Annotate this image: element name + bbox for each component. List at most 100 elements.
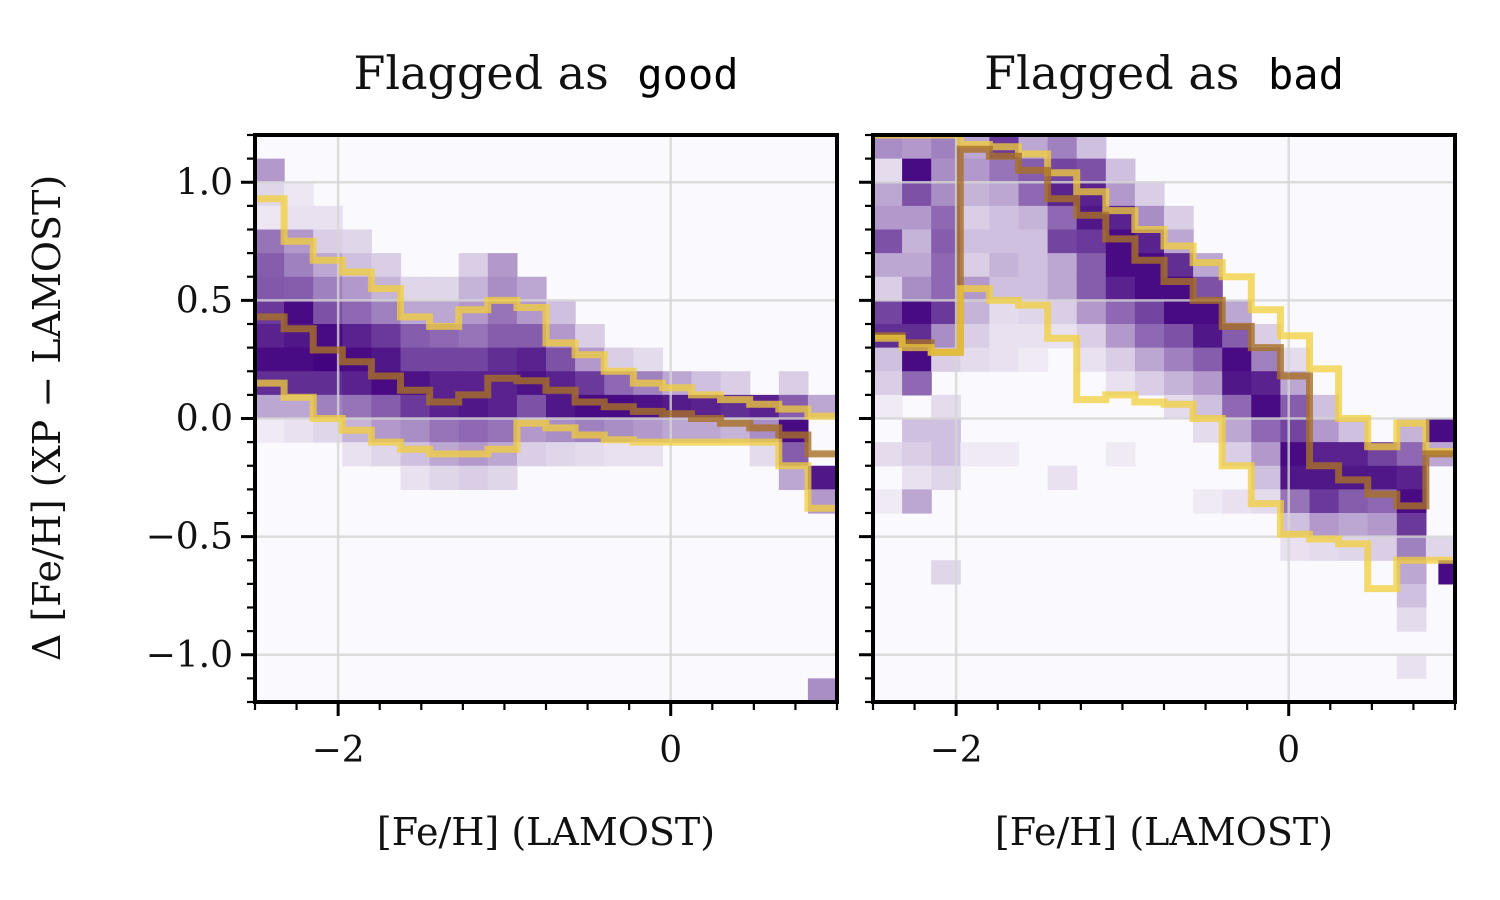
y-tick-label: −1.0 <box>146 635 233 676</box>
heatmap-cell <box>1222 418 1252 443</box>
heatmap-cell <box>516 347 547 372</box>
heatmap-cell <box>1396 465 1427 490</box>
percentile-lines <box>255 195 837 512</box>
heatmap-cell <box>516 394 547 420</box>
heatmap-cell <box>255 229 285 254</box>
heatmap-cell <box>1105 324 1136 349</box>
heatmap-cell <box>1134 371 1165 396</box>
step-line-upper <box>255 195 837 420</box>
heatmap-cell <box>873 182 903 207</box>
heatmap-cell <box>1105 276 1136 301</box>
heatmap-cell <box>429 276 460 301</box>
heatmap-cell <box>902 465 932 490</box>
y-tick-label: −0.5 <box>146 517 233 558</box>
panel-good: −2 0 1.0 0.5 0.0 −0.5 −1.0 Flagged as good [Fe… <box>146 46 839 854</box>
heatmap-cell <box>989 324 1020 349</box>
heatmap-cell <box>960 158 990 183</box>
heatmap-cell <box>458 253 489 278</box>
heatmap-cell <box>1396 442 1427 467</box>
heatmap-cell <box>1076 347 1107 372</box>
heatmap-cell <box>1105 300 1136 325</box>
y-tick-label: 1.0 <box>176 162 233 203</box>
heatmap-cell <box>1309 418 1340 443</box>
heatmap-cell <box>1164 324 1194 349</box>
heatmap-cell <box>1164 205 1194 231</box>
y-axis-label: Δ [Fe/H] (XP − LAMOST) <box>25 175 69 661</box>
heatmap-cell <box>873 276 903 301</box>
heatmap-cell <box>902 442 932 467</box>
step-line-lower <box>873 285 1455 593</box>
heatmap-cell <box>902 253 932 278</box>
heatmap-cell <box>255 158 285 183</box>
heatmap-cell <box>1438 560 1455 585</box>
heatmap-cell <box>960 347 990 372</box>
heatmap-cell <box>1076 324 1107 349</box>
heatmap-cell <box>749 442 780 467</box>
heatmap-cell <box>400 300 431 325</box>
heatmap-cell <box>1164 371 1194 396</box>
ticks <box>241 133 839 716</box>
heatmap-cell <box>458 324 489 349</box>
heatmap-cell <box>960 205 990 231</box>
heatmap-cell <box>546 394 576 420</box>
heatmap-cell <box>902 371 932 396</box>
tick-labels: −2 0 <box>930 730 1301 771</box>
panel-title: Flagged as bad <box>984 46 1344 100</box>
heatmap-cell <box>255 276 285 301</box>
y-axis-label-group: Δ [Fe/H] (XP − LAMOST) <box>25 175 69 661</box>
heatmap-cell <box>902 300 932 325</box>
heatmap-cell <box>1047 229 1078 254</box>
heatmap-cell <box>1280 536 1311 561</box>
heatmap-cell <box>1134 324 1165 349</box>
heatmap-cell <box>1396 607 1427 632</box>
heatmap-cell <box>1280 465 1311 490</box>
heatmap-cell <box>371 300 402 325</box>
heatmap-cell <box>1164 300 1194 325</box>
heatmap-cell <box>873 300 903 325</box>
heatmap-cell <box>1251 442 1281 467</box>
heatmap-cell <box>1425 418 1455 443</box>
heatmap-cell <box>1251 371 1281 396</box>
heatmap-cell <box>873 205 903 231</box>
heatmap-cell <box>989 158 1020 183</box>
heatmap-cell <box>458 418 489 443</box>
heatmap-cell <box>902 158 932 183</box>
heatmap-cell <box>1396 489 1427 514</box>
heatmap-cell <box>1309 465 1340 490</box>
tick-labels: −2 0 1.0 0.5 0.0 −0.5 −1.0 <box>146 162 683 771</box>
heatmap-cell <box>778 465 809 490</box>
heatmap-cell <box>1047 135 1078 160</box>
heatmap-cell <box>1280 347 1311 372</box>
heatmap-cell <box>546 442 576 467</box>
heatmap-cell <box>1164 253 1194 278</box>
heatmap-cell <box>902 418 932 443</box>
heatmap-cell <box>1193 489 1223 514</box>
heatmap-cell <box>1251 394 1281 420</box>
heatmap-cell <box>575 418 605 443</box>
heatmap-cell <box>1396 654 1427 679</box>
x-axis-label: [Fe/H] (LAMOST) <box>377 810 715 854</box>
heatmap-cell <box>778 418 809 443</box>
heatmap-cell <box>902 276 932 301</box>
heatmap-cell <box>1018 324 1049 349</box>
heatmap-cell <box>400 465 431 490</box>
heatmap-cell <box>400 418 431 443</box>
heatmap-cell <box>371 394 402 420</box>
heatmap-cell <box>342 300 372 325</box>
heatmap-cell <box>1134 229 1165 254</box>
heatmap-cell <box>989 229 1020 254</box>
heatmap-cell <box>255 205 285 231</box>
heatmap-cell <box>873 229 903 254</box>
heatmap-cell <box>1105 442 1136 467</box>
heatmap-cell <box>960 442 990 467</box>
heatmap-cell <box>807 465 837 490</box>
step-line-lower <box>255 379 837 512</box>
percentile-lines <box>873 135 1455 593</box>
heatmap-cell <box>342 324 372 349</box>
heatmap-cell <box>1105 347 1136 372</box>
ticks <box>859 133 1457 716</box>
heatmap-cell <box>662 371 693 396</box>
heatmap-cell <box>516 324 547 349</box>
heatmap-cell <box>1018 253 1049 278</box>
